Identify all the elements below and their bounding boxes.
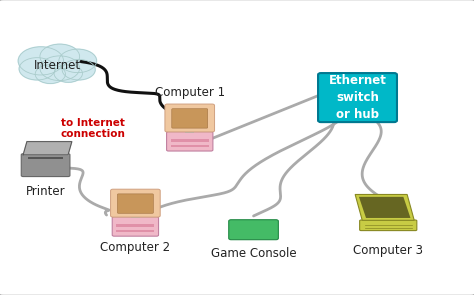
Bar <box>117 224 155 227</box>
Circle shape <box>18 47 64 75</box>
FancyBboxPatch shape <box>165 104 215 132</box>
Text: Game Console: Game Console <box>211 247 296 260</box>
Bar <box>171 145 209 147</box>
Circle shape <box>59 49 97 73</box>
Text: Computer 3: Computer 3 <box>353 244 423 257</box>
Bar <box>131 215 140 218</box>
Circle shape <box>19 58 55 80</box>
Bar <box>185 130 194 133</box>
Circle shape <box>40 44 80 69</box>
Text: Computer 1: Computer 1 <box>155 86 225 99</box>
Bar <box>171 139 209 142</box>
FancyBboxPatch shape <box>360 220 417 231</box>
Text: Ethernet
switch
or hub: Ethernet switch or hub <box>328 74 386 121</box>
FancyBboxPatch shape <box>110 189 160 217</box>
Polygon shape <box>355 194 414 220</box>
Circle shape <box>62 59 95 80</box>
Text: Printer: Printer <box>26 185 65 198</box>
FancyBboxPatch shape <box>172 109 208 128</box>
Circle shape <box>54 65 82 82</box>
FancyBboxPatch shape <box>166 132 213 151</box>
Circle shape <box>35 65 65 83</box>
Circle shape <box>40 56 80 81</box>
FancyBboxPatch shape <box>229 220 278 240</box>
Bar <box>117 230 155 232</box>
FancyBboxPatch shape <box>112 217 158 236</box>
Text: to Internet
connection: to Internet connection <box>60 118 125 139</box>
Bar <box>28 157 64 159</box>
FancyBboxPatch shape <box>21 154 70 177</box>
Text: Computer 2: Computer 2 <box>100 241 171 254</box>
FancyBboxPatch shape <box>118 194 154 213</box>
Polygon shape <box>359 197 410 218</box>
Text: Internet: Internet <box>34 59 81 72</box>
FancyBboxPatch shape <box>318 73 397 122</box>
Polygon shape <box>23 142 72 155</box>
